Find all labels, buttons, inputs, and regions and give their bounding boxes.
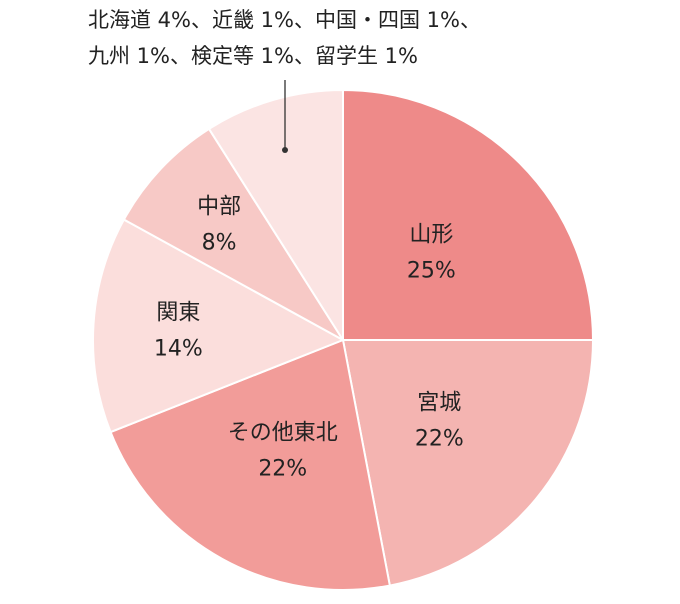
pie-slice-4 bbox=[92, 218, 346, 434]
pie-slice-4-name-label: 関東 bbox=[156, 301, 200, 326]
pie-slice-5 bbox=[122, 127, 344, 341]
annotation-line-2: 九州 1%、検定等 1%、留学生 1% bbox=[88, 44, 418, 68]
pie-slice-3 bbox=[109, 338, 392, 591]
pie-slice-5-value-label: 8% bbox=[202, 231, 237, 256]
pie-slice-3-value-label: 22% bbox=[258, 457, 307, 482]
pie-slice-1 bbox=[342, 88, 595, 341]
pie-slice-1-value-label: 25% bbox=[407, 259, 456, 284]
pie-slice-6 bbox=[207, 88, 344, 344]
pie-slice-3-name-label: その他東北 bbox=[228, 421, 338, 446]
small-slices-annotation: 北海道 4%、近畿 1%、中国・四国 1%、 九州 1%、検定等 1%、留学生 … bbox=[88, 8, 481, 153]
pie-slice-2-name-label: 宮城 bbox=[417, 391, 461, 416]
pie-slice-1-name-label: 山形 bbox=[409, 223, 453, 248]
annotation-leader-dot bbox=[282, 147, 288, 153]
pie-slice-2-value-label: 22% bbox=[415, 427, 464, 452]
pie-slice-5-name-label: 中部 bbox=[197, 195, 241, 220]
pie-labels: 山形 25% 宮城 22% その他東北 22% 関東 14% 中部 8% bbox=[154, 195, 464, 482]
annotation-line-1: 北海道 4%、近畿 1%、中国・四国 1%、 bbox=[88, 8, 481, 32]
pie-slice-4-value-label: 14% bbox=[154, 337, 203, 362]
pie-slices bbox=[92, 88, 595, 591]
pie-slice-2 bbox=[341, 339, 595, 587]
